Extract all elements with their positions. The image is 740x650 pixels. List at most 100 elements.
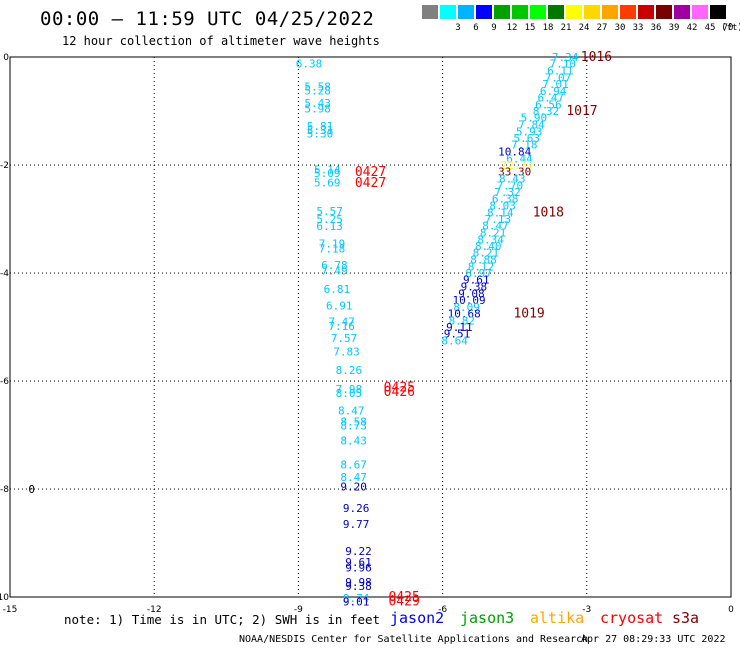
legend-swatch xyxy=(674,5,690,19)
wave-height-label: 8.47 xyxy=(338,405,365,418)
wave-height-label: 7.01 xyxy=(542,78,569,91)
timestamp-text: Apr 27 08:29:33 UTC 2022 xyxy=(581,634,726,645)
legend-unit: (ft) xyxy=(721,23,740,33)
wave-height-label: 5.93 xyxy=(516,126,543,139)
wave-height-label: 8.34 xyxy=(477,234,504,247)
wave-height-label: 5.09 xyxy=(314,167,341,180)
wave-height-label: 8.21 xyxy=(480,227,507,240)
wave-height-label: 10.09 xyxy=(452,294,485,307)
legend-label: 42 xyxy=(686,23,698,33)
legend-label: 6 xyxy=(473,23,479,33)
y-tick-label: -2 xyxy=(0,161,9,171)
wave-height-label: 8.82 xyxy=(449,315,476,328)
wave-height-label: 7.19 xyxy=(319,237,346,250)
legend-swatch xyxy=(530,5,546,19)
legend-swatch xyxy=(710,5,726,19)
wave-height-label: 8.73 xyxy=(340,419,367,432)
y-tick-label: -4 xyxy=(0,269,9,279)
wave-height-label: 0425 xyxy=(384,380,415,395)
wave-height-label: 5.31 xyxy=(307,124,334,137)
legend-swatch xyxy=(494,5,510,19)
wave-height-label: 7.98 xyxy=(336,383,363,396)
wave-height-label: 0427 xyxy=(355,165,386,180)
satellite-cryosat: cryosat xyxy=(600,609,664,627)
legend-swatch xyxy=(638,5,654,19)
legend-swatch xyxy=(566,5,582,19)
legend-label: 39 xyxy=(668,23,680,33)
legend-label: 36 xyxy=(650,23,662,33)
wave-height-label: 6.38 xyxy=(492,192,519,205)
wave-height-label: 9.38 xyxy=(461,281,488,294)
wave-height-label: 1019 xyxy=(513,307,544,322)
wave-height-label: 5.43 xyxy=(304,97,331,110)
wave-height-label: 8.47 xyxy=(482,219,509,232)
legend-swatch xyxy=(476,5,492,19)
wave-height-label: 7.34 xyxy=(552,51,579,64)
wave-height-label: 8.21 xyxy=(473,246,500,259)
wave-height-label: 7.13 xyxy=(485,213,512,226)
wave-height-label: 6.38 xyxy=(296,57,323,70)
wave-height-label: 8.09 xyxy=(453,301,480,314)
wave-height-label: 8.97 xyxy=(465,267,492,280)
legend-swatch xyxy=(692,5,708,19)
wave-height-label: 6.47 xyxy=(538,92,565,105)
wave-height-label: 7.18 xyxy=(511,138,538,151)
wave-height-label: 9.22 xyxy=(345,545,372,558)
legend-label: 33 xyxy=(632,23,644,33)
wave-height-label: 7.07 xyxy=(545,72,572,85)
y-tick-label: -10 xyxy=(0,593,9,603)
wave-height-label: 5.81 xyxy=(307,120,334,133)
legend-label: 27 xyxy=(596,23,608,33)
wave-height-label: 8.14 xyxy=(487,207,514,220)
wave-height-label: 1018 xyxy=(533,206,564,221)
legend-label: 45 xyxy=(704,23,716,33)
legend-swatch xyxy=(602,5,618,19)
wave-height-label: 5.57 xyxy=(316,205,343,218)
wave-height-label: 7.70 xyxy=(497,180,524,193)
wave-height-label: 8.26 xyxy=(336,364,363,377)
legend-label: 3 xyxy=(455,23,461,33)
wave-height-label: 8.58 xyxy=(340,416,367,429)
wave-height-label: 5.98 xyxy=(304,102,331,115)
wave-height-label: 8.03 xyxy=(489,200,516,213)
wave-height-label: 6.11 xyxy=(547,65,574,78)
footer-note: note: 1) Time is in UTC; 2) SWH is in fe… xyxy=(64,612,381,627)
wave-height-label: 7.10 xyxy=(550,57,577,70)
wave-height-label: 0427 xyxy=(355,176,386,191)
wave-height-label: 7.84 xyxy=(518,119,545,132)
y-tick-label: 0 xyxy=(3,53,9,63)
wave-height-label: 9.51 xyxy=(444,327,471,340)
wave-height-label: 6.44 xyxy=(506,153,533,166)
wave-height-label: 9.38 xyxy=(345,580,372,593)
legend-label: 21 xyxy=(560,23,572,33)
wave-height-label: 0429 xyxy=(388,594,419,609)
legend-swatch xyxy=(584,5,600,19)
wave-height-label: 8.47 xyxy=(340,471,367,484)
x-tick-label: -12 xyxy=(147,605,162,615)
wave-height-label: 6.91 xyxy=(326,299,353,312)
wave-height-label: 7.47 xyxy=(328,316,355,329)
legend-swatch xyxy=(458,5,474,19)
wave-height-label: 10.84 xyxy=(498,146,531,159)
wave-height-label: 7.57 xyxy=(331,332,358,345)
satellite-jason2: jason2 xyxy=(390,609,445,627)
legend-label: 12 xyxy=(506,23,518,33)
legend-label: 18 xyxy=(542,23,554,33)
wave-height-label: 8.74 xyxy=(343,592,370,605)
wave-height-label: 9.61 xyxy=(463,273,490,286)
legend-label: 24 xyxy=(578,23,590,33)
page-subtitle: 12 hour collection of altimeter wave hei… xyxy=(62,34,380,48)
wave-height-label: 0426 xyxy=(384,385,415,400)
wave-height-label: 8.88 xyxy=(470,254,497,267)
legend-swatch xyxy=(656,5,672,19)
legend-label: 9 xyxy=(491,23,497,33)
wave-height-label: 8.32 xyxy=(533,105,560,118)
wave-height-label: 5.90 xyxy=(521,111,548,124)
wave-height-label: 10.68 xyxy=(448,308,481,321)
wave-height-label: 9.26 xyxy=(343,502,370,515)
wave-height-label: 5.25 xyxy=(316,213,343,226)
legend-swatch xyxy=(548,5,564,19)
wave-height-label: 8.40 xyxy=(475,240,502,253)
legend-swatch xyxy=(620,5,636,19)
